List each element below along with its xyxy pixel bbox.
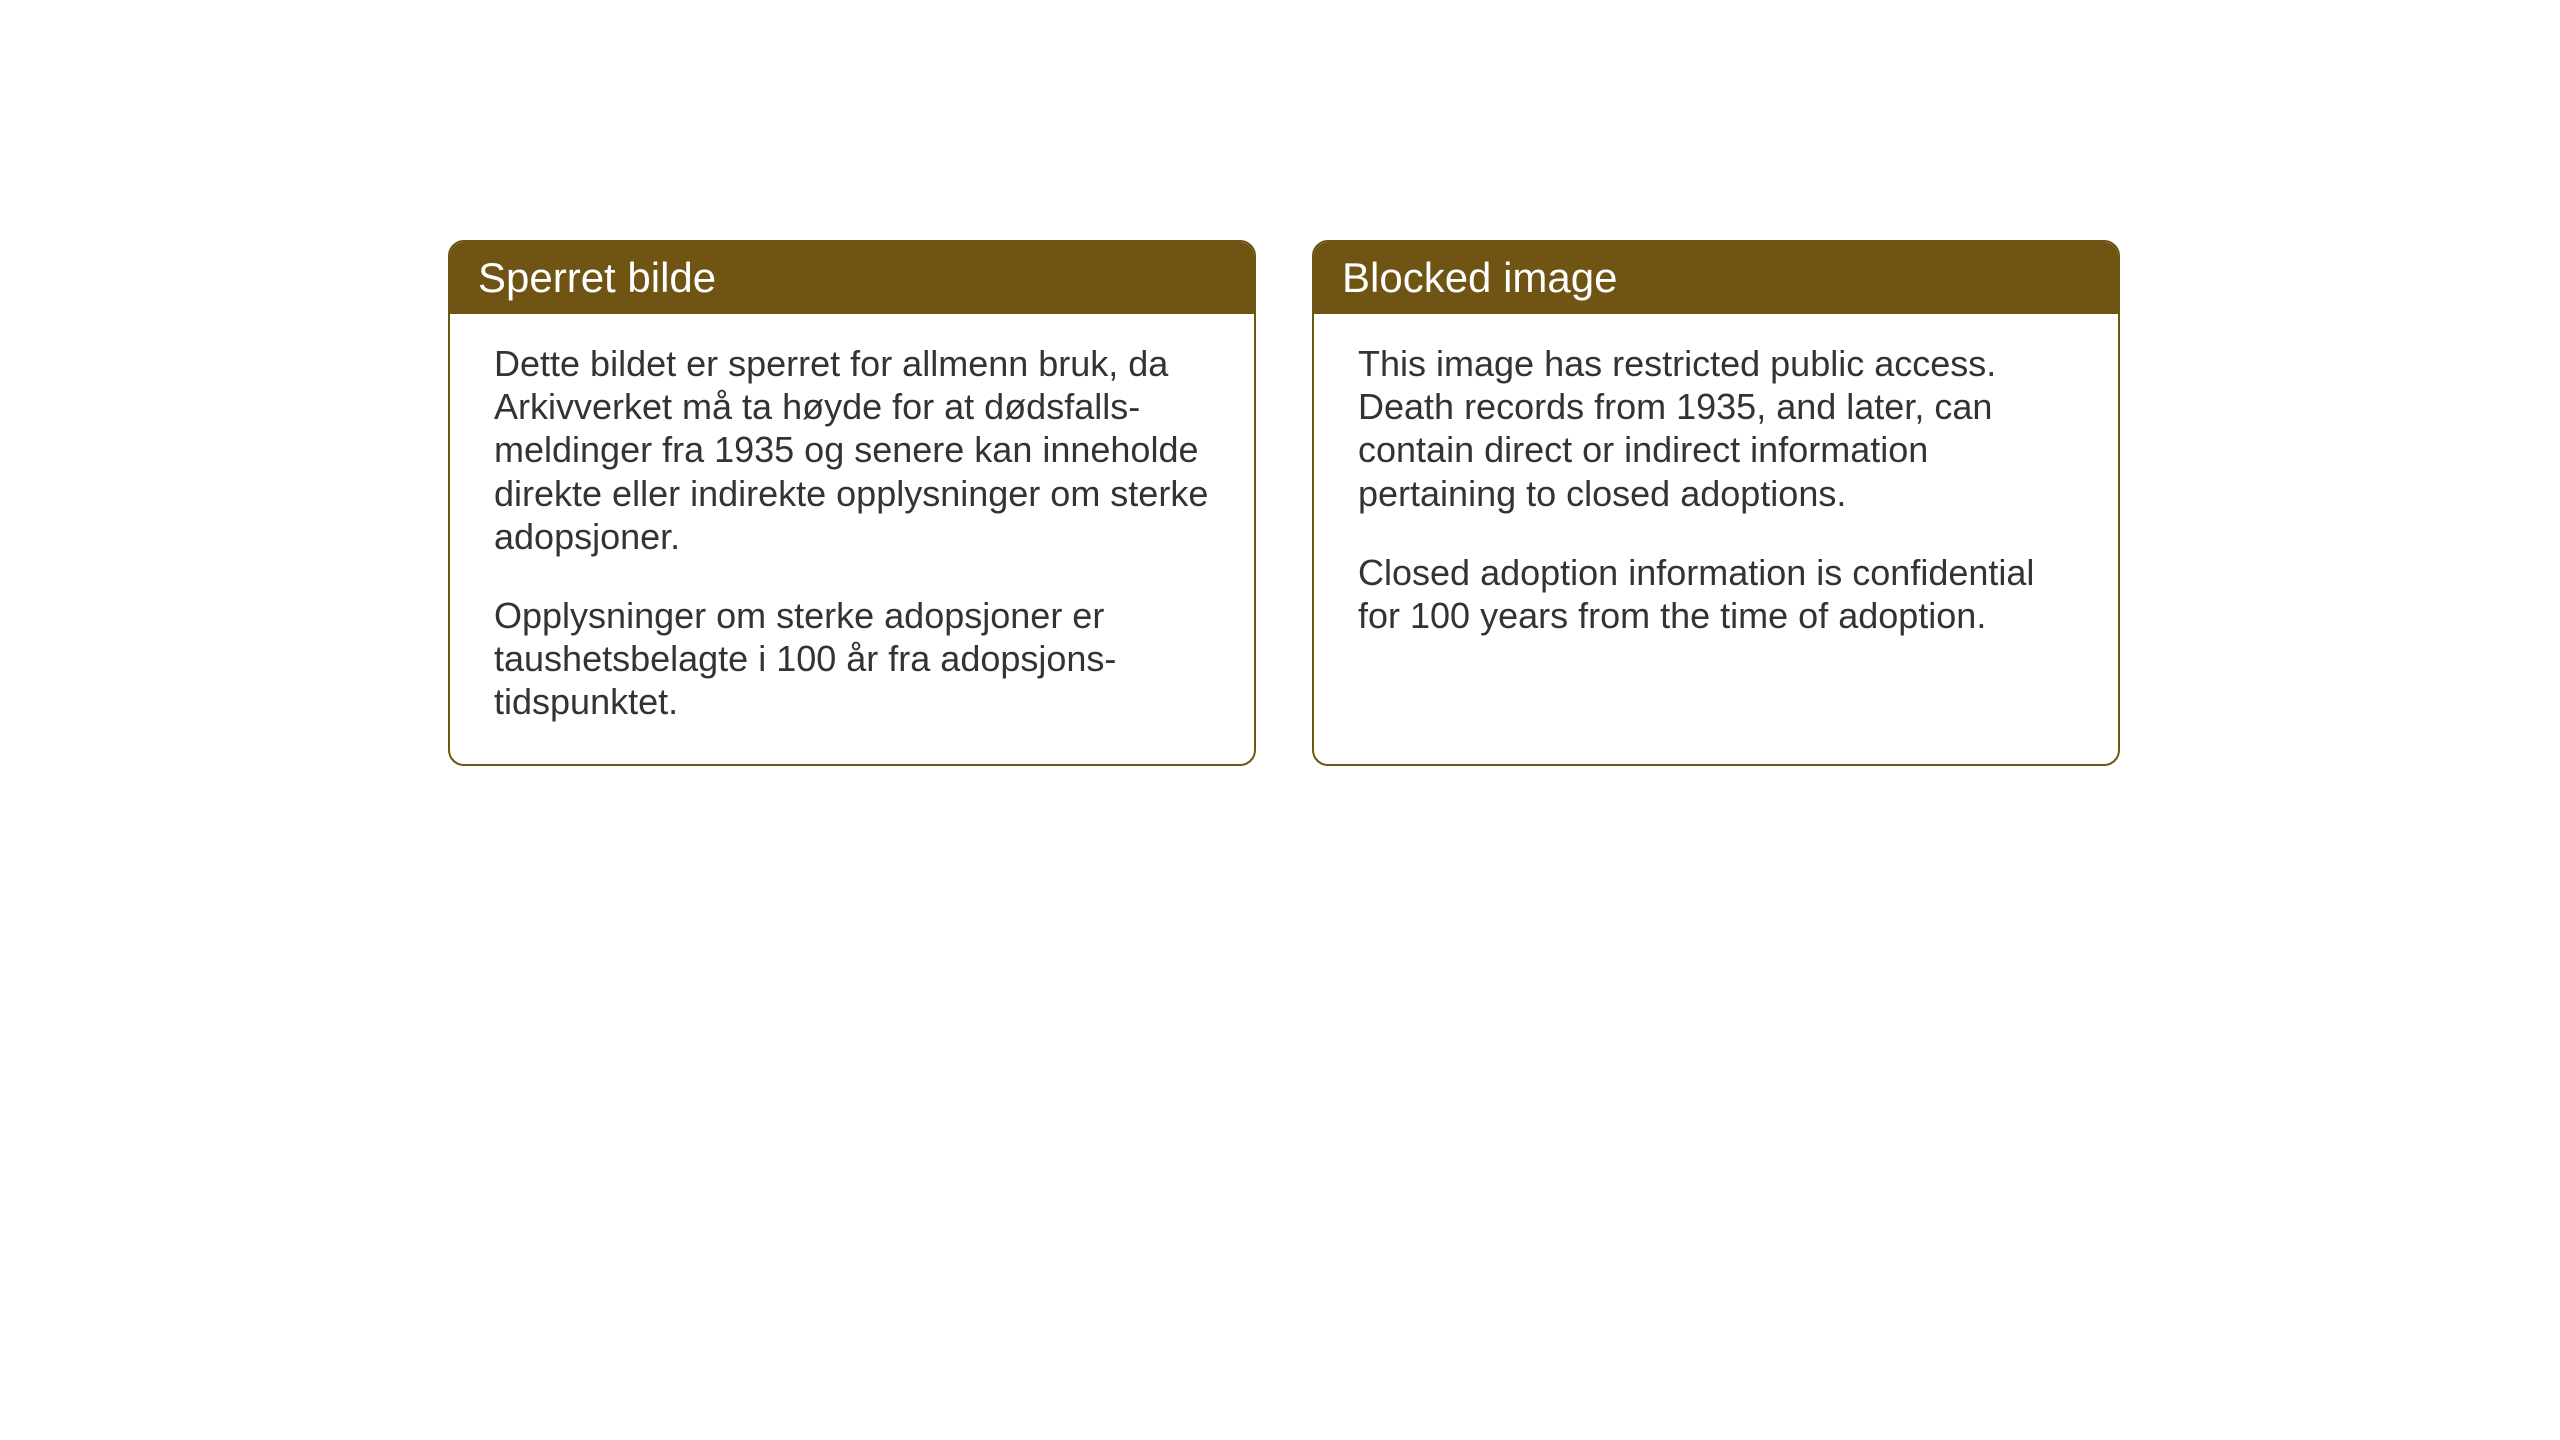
card-norwegian-paragraph2: Opplysninger om sterke adopsjoner er tau… <box>494 594 1210 724</box>
card-norwegian-paragraph1: Dette bildet er sperret for allmenn bruk… <box>494 342 1210 558</box>
card-english-title: Blocked image <box>1342 254 1617 301</box>
card-norwegian-title: Sperret bilde <box>478 254 716 301</box>
card-english-paragraph2: Closed adoption information is confident… <box>1358 551 2074 637</box>
card-english-header: Blocked image <box>1314 242 2118 314</box>
card-norwegian-header: Sperret bilde <box>450 242 1254 314</box>
card-english-paragraph1: This image has restricted public access.… <box>1358 342 2074 515</box>
card-english-body: This image has restricted public access.… <box>1314 314 2118 754</box>
cards-container: Sperret bilde Dette bildet er sperret fo… <box>448 240 2120 766</box>
card-norwegian: Sperret bilde Dette bildet er sperret fo… <box>448 240 1256 766</box>
card-norwegian-body: Dette bildet er sperret for allmenn bruk… <box>450 314 1254 764</box>
card-english: Blocked image This image has restricted … <box>1312 240 2120 766</box>
